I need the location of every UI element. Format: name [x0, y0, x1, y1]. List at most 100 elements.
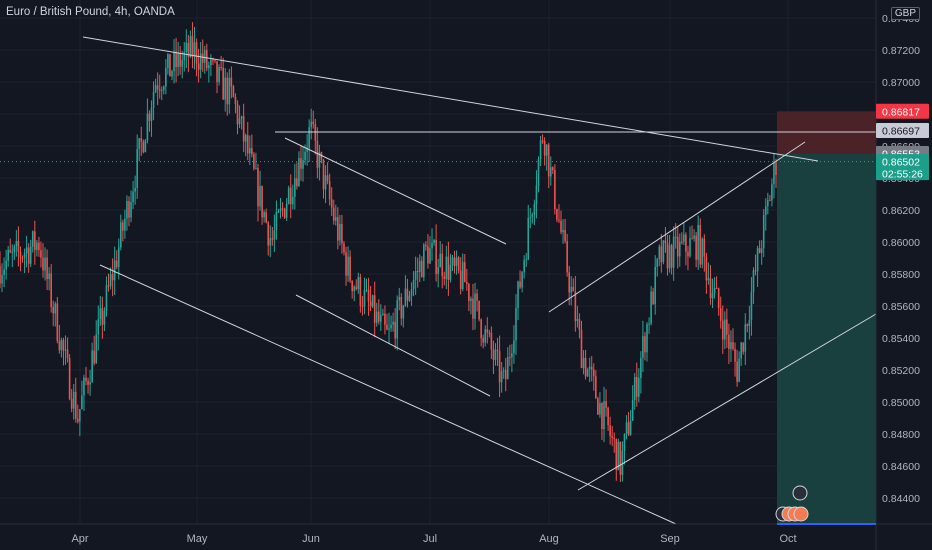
- candle-body: [687, 251, 689, 257]
- candle-body: [480, 319, 482, 339]
- candle-body: [617, 441, 620, 471]
- rising-channel-upper: [548, 141, 806, 313]
- price-axis[interactable]: 0.874000.872000.870000.868000.866000.864…: [875, 0, 932, 550]
- candle-body: [644, 336, 646, 353]
- candle-body: [29, 246, 32, 264]
- candle-body: [259, 186, 261, 207]
- time-tick-label: Aug: [539, 533, 559, 545]
- candle-body: [158, 89, 161, 91]
- candle-body: [70, 399, 73, 409]
- candle-body: [380, 315, 382, 322]
- candle-body: [60, 339, 63, 351]
- candle-body: [586, 369, 589, 377]
- candle-body: [771, 184, 773, 201]
- event-marker[interactable]: [792, 485, 808, 501]
- candle-body: [570, 286, 573, 293]
- candle-body: [590, 366, 593, 370]
- candle-body: [177, 52, 179, 67]
- currency-label[interactable]: GBP: [890, 7, 920, 20]
- price-tick-label: 0.85800: [882, 269, 920, 281]
- candle-body: [721, 320, 724, 340]
- candle-body: [165, 68, 167, 87]
- time-axis[interactable]: Apr May Jun Jul Aug Sep Oct: [0, 523, 932, 545]
- candle-body: [509, 356, 511, 358]
- candle-body: [398, 297, 401, 301]
- candle-body: [773, 162, 775, 185]
- time-tick-label: May: [187, 533, 208, 545]
- candle-body: [728, 334, 730, 349]
- candle-body: [349, 256, 351, 281]
- candle-body: [461, 262, 464, 290]
- candle-body: [459, 270, 462, 290]
- candle-body: [113, 260, 116, 281]
- candle-body: [535, 185, 538, 205]
- earnings-marker[interactable]: [793, 506, 809, 522]
- candle-body: [556, 209, 558, 220]
- candle-body: [38, 242, 40, 251]
- candle-body: [566, 241, 568, 273]
- symbol-title[interactable]: Euro / British Pound, 4h, OANDA: [6, 6, 175, 18]
- price-tick-label: 0.86200: [882, 205, 920, 217]
- candle-body: [68, 358, 71, 400]
- candle-body: [541, 140, 544, 142]
- candle-body: [216, 61, 218, 83]
- price-tick-label: 0.84400: [882, 493, 920, 505]
- candle-body: [437, 267, 439, 274]
- candle-body: [183, 52, 186, 60]
- candle-body: [701, 238, 704, 265]
- candle-body: [173, 51, 175, 72]
- candle-body: [769, 200, 771, 202]
- candle-body: [236, 103, 239, 125]
- candle-body: [210, 59, 212, 66]
- candle-body: [13, 246, 16, 252]
- candle-body: [627, 422, 630, 435]
- candle-body: [486, 329, 489, 333]
- candle-body: [21, 257, 24, 259]
- candle-body: [115, 260, 118, 268]
- candle-body: [740, 342, 742, 359]
- candle-body: [506, 356, 509, 380]
- candle-body: [185, 42, 188, 53]
- candle-body: [316, 140, 319, 168]
- candle-body: [27, 247, 30, 264]
- candle-body: [369, 301, 372, 307]
- candle-body: [101, 308, 104, 325]
- candle-body: [689, 238, 691, 257]
- candle-body: [484, 329, 487, 343]
- candle-body: [408, 295, 411, 301]
- price-badge: [876, 122, 929, 138]
- candle-body: [363, 290, 366, 307]
- event-markers[interactable]: [775, 485, 809, 522]
- candle-body: [248, 148, 251, 154]
- candle-body: [736, 361, 738, 382]
- candle-body: [547, 144, 550, 177]
- candle-body: [629, 420, 632, 435]
- candle-body: [420, 260, 423, 278]
- candle-body: [287, 187, 290, 204]
- candle-body: [246, 135, 249, 154]
- candle-body: [693, 235, 695, 239]
- candle-body: [488, 332, 491, 334]
- candle-body: [7, 249, 9, 261]
- candle-body: [130, 202, 132, 218]
- candle-body: [230, 77, 233, 87]
- candle-body: [203, 50, 206, 63]
- price-tick-label: 0.85200: [882, 365, 920, 377]
- candle-body: [756, 248, 759, 272]
- candle-body: [103, 310, 106, 325]
- candle-body: [427, 246, 429, 264]
- candle-body: [361, 305, 364, 307]
- price-tick-label: 0.86000: [882, 237, 920, 249]
- candle-body: [668, 245, 671, 269]
- candle-body: [140, 138, 143, 142]
- candle-body: [697, 224, 699, 260]
- candle-body: [744, 324, 747, 352]
- candle-body: [105, 285, 108, 311]
- candle-body: [580, 329, 583, 369]
- candle-body: [332, 207, 335, 221]
- candle-body: [681, 241, 683, 243]
- candle-body: [394, 321, 396, 339]
- candle-body: [312, 121, 315, 125]
- candle-body: [724, 319, 726, 340]
